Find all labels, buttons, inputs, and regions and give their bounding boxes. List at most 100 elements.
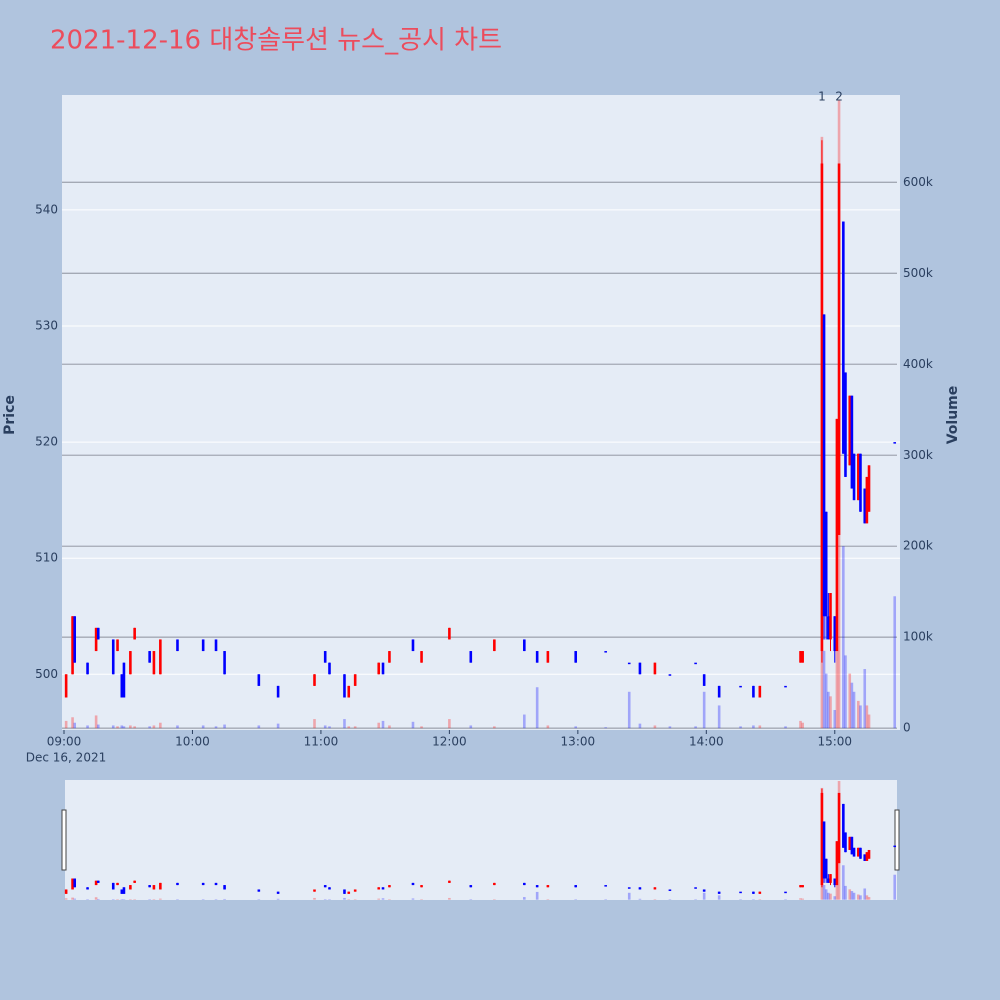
- y2-axis-title: Volume: [945, 386, 961, 445]
- slider-candle-body: [827, 878, 830, 883]
- volume-bar: [852, 691, 856, 729]
- volume-bar: [865, 705, 869, 729]
- volume-bar: [201, 725, 205, 729]
- slider-volume-bar: [353, 899, 357, 900]
- volume-bar: [739, 726, 742, 729]
- candle-body: [820, 163, 824, 652]
- candle-body: [469, 651, 473, 663]
- annotation: 1: [818, 90, 826, 104]
- slider-volume-bar: [381, 898, 385, 900]
- slider-candle-body: [328, 887, 331, 890]
- slider-candle-body: [64, 889, 68, 894]
- slider-candle-body: [86, 887, 89, 890]
- slider-candle-body: [893, 845, 897, 848]
- volume-bar: [257, 725, 261, 729]
- y2-tick-label: 600k: [903, 175, 933, 189]
- annotation: 2: [835, 90, 843, 104]
- volume-bar: [377, 722, 381, 729]
- slider-volume-bar: [129, 899, 132, 900]
- candle-body: [702, 674, 706, 686]
- candle-body: [73, 616, 77, 663]
- slider-candle-body: [152, 885, 156, 890]
- slider-volume-bar: [120, 899, 124, 900]
- slider-candle-body: [381, 887, 385, 890]
- volume-bar: [276, 723, 280, 729]
- slider-candle-body: [824, 858, 828, 879]
- volume-bar: [717, 705, 721, 729]
- slider-volume-bar: [159, 898, 162, 900]
- candle-body: [96, 627, 100, 640]
- candle-body: [799, 651, 802, 663]
- volume-bar: [94, 715, 98, 729]
- y2-tick-label: 200k: [903, 539, 933, 553]
- slider-handle[interactable]: [894, 809, 900, 871]
- slider-candle-body: [833, 878, 837, 886]
- volume-bar: [668, 726, 672, 729]
- volume-bar: [73, 722, 77, 729]
- candle-body: [328, 662, 331, 675]
- candle-body: [739, 685, 742, 688]
- slider-candle-body: [71, 878, 74, 890]
- y-tick-label: 530: [35, 319, 58, 333]
- candle-body: [863, 488, 867, 524]
- candle-body: [133, 627, 136, 640]
- x-tick-label: 14:00: [689, 735, 724, 749]
- slider-volume-bar: [328, 899, 331, 900]
- slider-candle-body: [867, 849, 871, 859]
- slider-volume-bar: [865, 895, 869, 900]
- x-tick-label: 09:00: [47, 735, 82, 749]
- y2-tick-label: 500k: [903, 266, 933, 280]
- candle-body: [824, 511, 828, 617]
- candle-body: [653, 662, 657, 675]
- volume-bar: [638, 723, 642, 729]
- slider-volume-bar: [347, 899, 351, 900]
- volume-bar: [829, 696, 832, 729]
- slider-candle-body: [574, 885, 578, 888]
- volume-bar: [328, 726, 331, 729]
- candle-body: [865, 476, 869, 524]
- volume-bar: [122, 726, 126, 729]
- slider-candle-body: [96, 880, 100, 883]
- candle-body: [752, 685, 755, 698]
- slider-volume-bar: [469, 899, 473, 900]
- slider-candle-body: [535, 885, 539, 888]
- slider-candle-body: [420, 885, 423, 888]
- y-tick-label: 510: [35, 551, 58, 565]
- volume-bar: [824, 673, 828, 729]
- volume-bar: [857, 700, 860, 729]
- candle-body: [784, 685, 787, 688]
- y2-tick-label: 0: [903, 721, 911, 735]
- volume-bar: [627, 691, 631, 729]
- slider-volume-bar: [71, 897, 74, 900]
- slider-candle-body: [469, 885, 473, 888]
- slider-volume-bar: [842, 865, 845, 900]
- volume-bar: [799, 720, 802, 729]
- volume-bar: [214, 726, 218, 729]
- candle-body: [223, 651, 226, 675]
- slider-candle-body: [863, 854, 867, 861]
- slider-volume-bar: [122, 899, 126, 900]
- slider-volume-bar: [388, 899, 391, 900]
- slider-candle-body: [94, 880, 98, 886]
- candle-body: [388, 651, 391, 663]
- candle-body: [627, 662, 631, 665]
- candle-body: [857, 453, 860, 501]
- volume-bar: [842, 546, 845, 729]
- slider-candle-body: [627, 887, 631, 889]
- slider-handle[interactable]: [61, 809, 67, 871]
- slider-volume-bar: [752, 899, 755, 900]
- slider-volume-bar: [827, 892, 830, 900]
- candle-body: [111, 639, 115, 675]
- slider-candle-body: [820, 792, 824, 886]
- x-tick-label: 10:00: [175, 735, 210, 749]
- candle-body: [313, 674, 316, 686]
- slider-candle-body: [752, 891, 755, 894]
- volume-bar: [420, 726, 423, 729]
- volume-bar: [758, 725, 762, 729]
- slider-volume-bar: [257, 899, 261, 900]
- slider-candle-body: [347, 891, 351, 894]
- slider-volume-bar: [893, 874, 897, 900]
- volume-bar: [535, 687, 539, 729]
- slider-volume-bar: [493, 899, 496, 900]
- candle-body: [94, 627, 98, 652]
